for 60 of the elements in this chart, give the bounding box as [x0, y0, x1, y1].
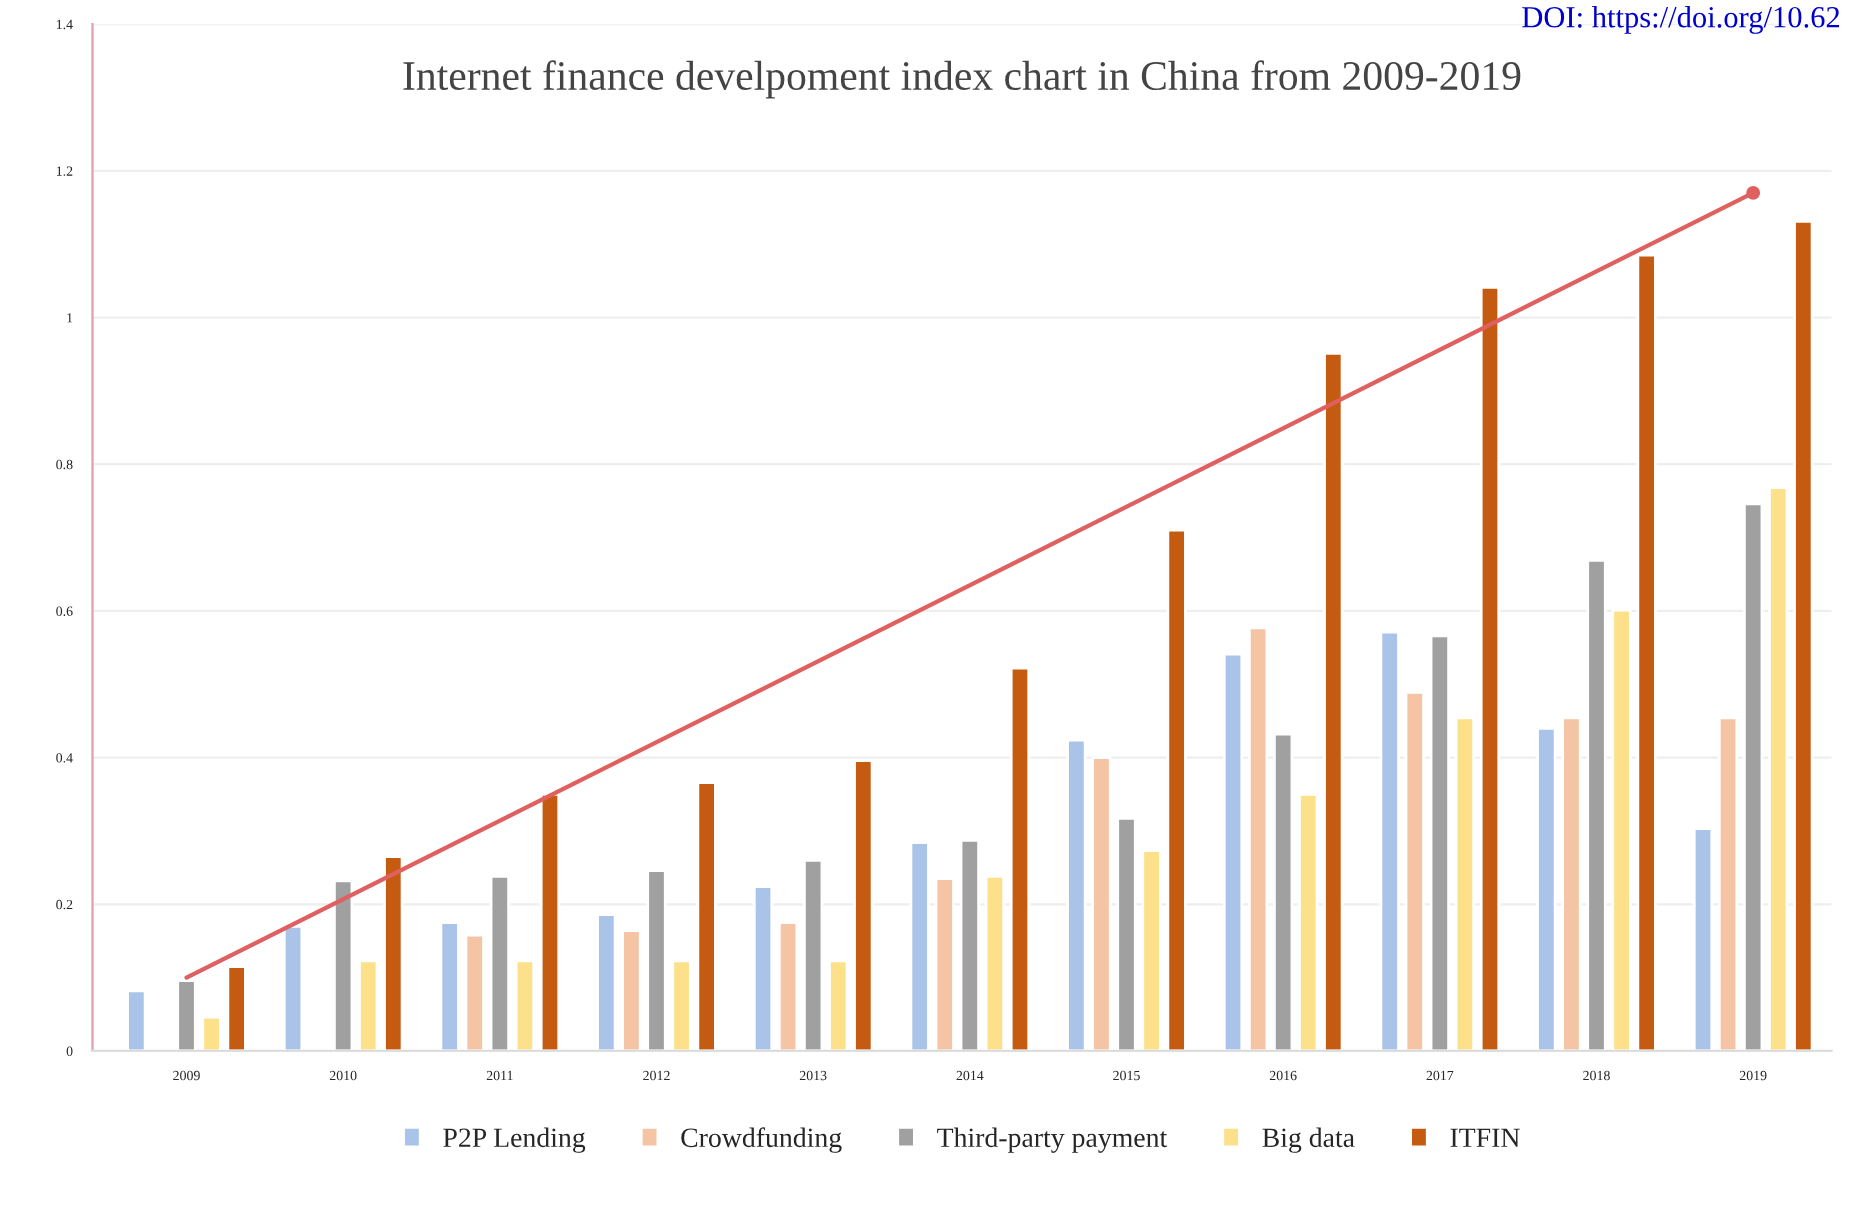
bar — [1404, 690, 1425, 1051]
annotation: DOI: https://doi.org/10.62 — [1522, 6, 1840, 34]
bar — [596, 913, 617, 1051]
legend-label: Crowdfunding — [681, 1127, 842, 1153]
bar — [959, 839, 980, 1051]
bar — [621, 929, 642, 1051]
bar — [1066, 738, 1087, 1051]
bar — [828, 959, 849, 1051]
bar — [934, 877, 955, 1051]
bar — [1692, 827, 1714, 1051]
bar — [1586, 558, 1607, 1051]
bar — [1454, 716, 1476, 1051]
bar — [1611, 608, 1632, 1051]
bar — [1429, 634, 1450, 1051]
bar — [777, 921, 799, 1051]
bar — [909, 841, 930, 1051]
bar — [383, 855, 404, 1051]
bar — [439, 921, 460, 1051]
bar — [1141, 849, 1162, 1051]
bar — [1379, 630, 1400, 1051]
bar — [803, 858, 824, 1051]
legend-label: Big data — [1262, 1127, 1355, 1153]
legend-label: P2P Lending — [443, 1127, 586, 1153]
bar — [646, 869, 667, 1051]
legend-label: ITFIN — [1450, 1128, 1520, 1147]
bar — [696, 781, 717, 1051]
bar — [1166, 528, 1187, 1051]
bar — [489, 875, 510, 1051]
bar — [201, 1015, 222, 1051]
bar — [282, 924, 304, 1051]
bar — [539, 792, 561, 1051]
bar — [1561, 716, 1582, 1051]
bar — [752, 885, 774, 1051]
bar — [1009, 666, 1031, 1051]
bar — [226, 965, 247, 1051]
bar — [126, 989, 147, 1051]
bar — [1743, 502, 1764, 1051]
bar — [333, 879, 354, 1051]
bar — [1116, 817, 1137, 1051]
bar — [1273, 732, 1294, 1051]
bar — [1091, 756, 1112, 1051]
bar — [671, 959, 692, 1051]
bar — [1717, 716, 1739, 1051]
bar — [1636, 253, 1657, 1051]
bar — [1536, 726, 1557, 1051]
bar — [1479, 286, 1501, 1051]
bar — [1222, 652, 1244, 1051]
bar — [176, 979, 197, 1051]
bar — [1298, 792, 1319, 1051]
text: Internet finance develpoment index chart in China from 2009-2019 — [403, 60, 1521, 99]
bar — [1768, 486, 1789, 1051]
bar — [1323, 352, 1344, 1051]
bar — [1793, 220, 1814, 1051]
bar — [853, 759, 874, 1051]
bar — [464, 933, 485, 1051]
bar — [984, 875, 1006, 1051]
bar — [514, 959, 536, 1051]
bar — [1247, 626, 1269, 1051]
legend-label: Third-party payment — [937, 1127, 1168, 1153]
bar — [358, 959, 379, 1051]
